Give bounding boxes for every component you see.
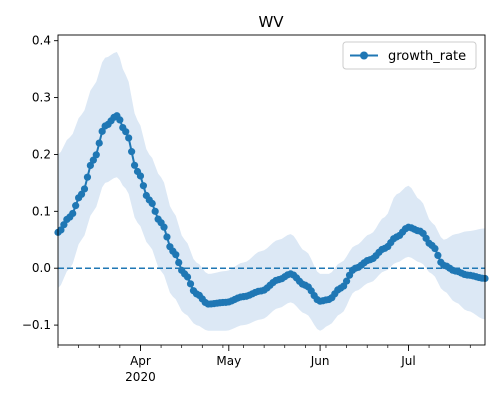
y-tick-label: 0.3 [32,91,51,105]
y-tick-label: 0.1 [32,204,51,218]
growth-rate-point [116,116,124,124]
growth-rate-point [77,190,86,198]
growth-rate-point [160,223,168,231]
growth-rate-point [125,134,133,142]
growth-rate-point [434,251,442,260]
growth-rate-point [186,280,195,288]
legend-box [342,41,477,70]
growth-rate-point [83,173,92,181]
growth-rate-point [72,202,80,210]
y-tick-label: 0.0 [32,261,51,275]
growth-rate-point [92,151,100,159]
y-tick-label: 0.2 [32,147,51,161]
x-tick-label: Jul [400,354,415,368]
x-tick-label: Jun [310,354,330,368]
growth-rate-point [172,251,180,259]
growth-rate-point [80,185,89,193]
growth-rate-point [342,277,351,285]
growth-rate-point [139,182,147,190]
plot-area [54,52,489,331]
growth-rate-point [130,161,139,169]
growth-rate-point [60,221,68,229]
axes-frame [57,34,486,346]
chart-title: WV [258,13,284,31]
y-tick-label: −0.1 [22,318,51,332]
growth-rate-point [148,199,156,208]
x-tick-year-label: 2020 [125,370,156,384]
growth-rate-point [86,161,94,170]
growth-rate-point [122,128,130,136]
growth-rate-point [431,244,439,253]
growth-rate-point [69,209,77,218]
growth-rate-point [128,148,136,156]
legend-marker [360,51,368,60]
growth-rate-point [98,127,106,135]
growth-rate-point [151,207,159,215]
growth-rate-point [183,273,192,281]
growth-rate-point [89,156,97,164]
legend-label: growth_rate [388,49,466,64]
legend: growth_rate [342,41,477,70]
growth-rate-point [136,172,145,180]
growth-rate-point [163,233,171,241]
y-tick-label: 0.4 [32,34,51,48]
x-tick-label: Apr [130,354,151,368]
axes: −0.1 0.0 0.1 0.2 0.3 0.4 Apr 2020 May Jun Jul [22,34,486,384]
growth-rate-point [57,226,65,234]
confidence-band [58,52,485,331]
x-tick-label: May [216,354,241,368]
growth-rate-point [175,258,183,267]
growth-rate-point [95,139,103,147]
